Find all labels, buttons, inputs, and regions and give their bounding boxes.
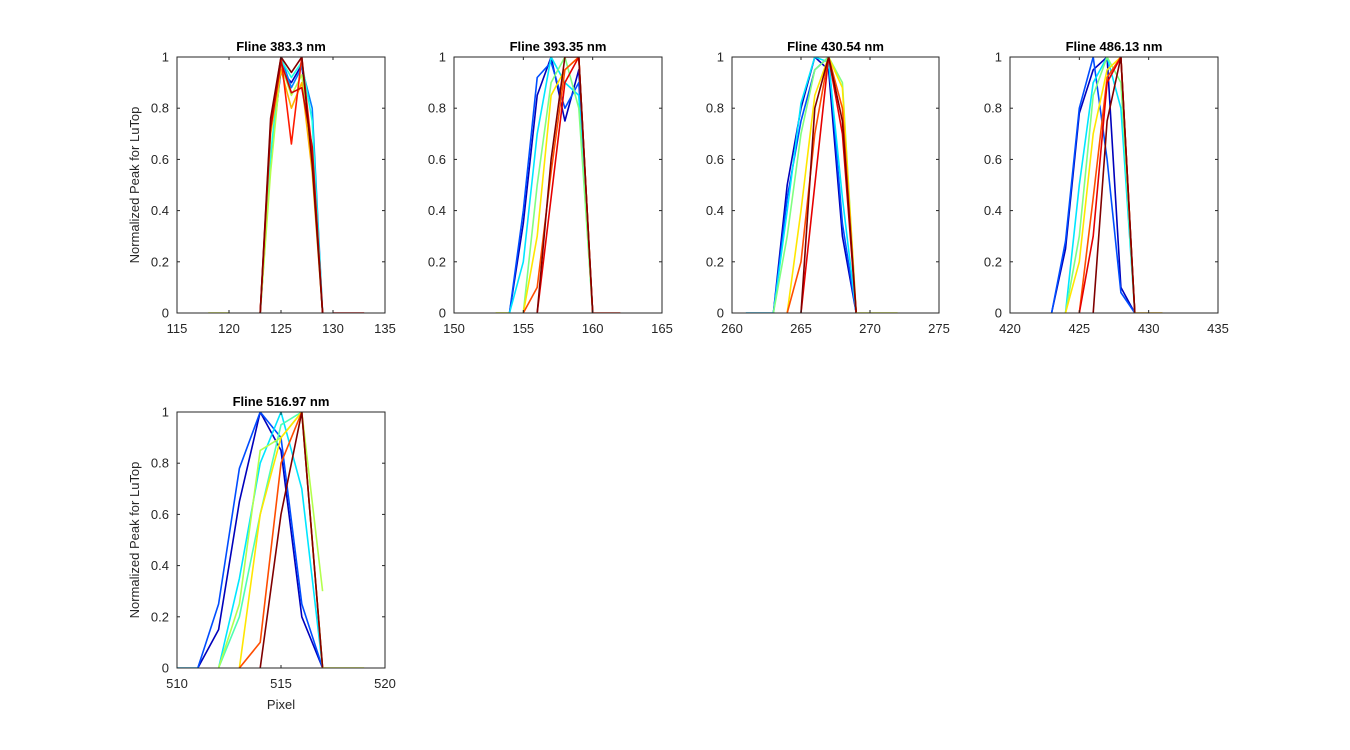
x-tick-label: 435 <box>1207 321 1229 336</box>
series-group <box>208 57 365 313</box>
chart-title: Fline 383.3 nm <box>236 39 326 54</box>
series-line <box>1064 57 1136 313</box>
series-line <box>522 57 594 313</box>
subplot-1: 115 120 125 130 135 0 0.2 0.4 0.6 0.8 1 Fline 383.3… <box>127 39 396 336</box>
plot-area <box>177 57 385 313</box>
series-line <box>772 57 857 313</box>
series-line <box>259 58 324 313</box>
y-tick-label: 0.8 <box>151 456 169 471</box>
series-line <box>772 57 857 313</box>
y-tick-label: 0 <box>995 306 1002 321</box>
x-axis-label: Pixel <box>267 697 295 712</box>
axes-box <box>731 56 940 314</box>
y-tick-label: 0.6 <box>984 152 1002 167</box>
series-line <box>508 61 594 313</box>
series-line <box>536 57 594 313</box>
axes-box <box>453 56 663 314</box>
y-tick-label: 0.8 <box>706 101 724 116</box>
series-line <box>259 412 324 668</box>
x-tick-label: 165 <box>651 321 673 336</box>
x-tick-label: 265 <box>790 321 812 336</box>
y-tick-label: 0 <box>162 661 169 676</box>
y-tick-label: 0.8 <box>984 101 1002 116</box>
x-tick-label: 270 <box>859 321 881 336</box>
x-tick-label: 130 <box>322 321 344 336</box>
y-tick-label: 0.4 <box>151 558 169 573</box>
x-tick-label: 425 <box>1068 321 1090 336</box>
y-tick-label: 0.4 <box>151 203 169 218</box>
y-tick-label: 0.4 <box>984 203 1002 218</box>
series-line <box>1092 57 1136 313</box>
series-group <box>1050 57 1163 313</box>
y-tick-label: 0.4 <box>428 203 446 218</box>
chart-title: Fline 430.54 nm <box>787 39 884 54</box>
subplot-4: 420 425 430 435 0 0.2 0.4 0.6 0.8 1 Fline 486.13 n… <box>984 39 1229 336</box>
y-tick-label: 0.2 <box>984 254 1002 269</box>
x-tick-label: 160 <box>582 321 604 336</box>
y-tick-label: 0 <box>717 306 724 321</box>
x-tick-label: 125 <box>270 321 292 336</box>
x-tick-label: 150 <box>443 321 465 336</box>
y-tick-label: 1 <box>717 50 724 65</box>
x-tick-label: 515 <box>270 676 292 691</box>
x-tick-label: 115 <box>167 321 188 336</box>
x-tick-label: 520 <box>374 676 396 691</box>
series-group <box>495 57 621 313</box>
y-tick-label: 0 <box>162 306 169 321</box>
series-line <box>259 57 324 313</box>
series-line <box>217 412 324 668</box>
series-line <box>197 412 324 668</box>
series-line <box>508 57 594 313</box>
y-axis-label: Normalized Peak for LuTop <box>127 462 142 619</box>
series-line <box>197 412 324 668</box>
plot-area <box>454 57 662 313</box>
y-tick-label: 1 <box>439 50 446 65</box>
series-line <box>1064 57 1136 313</box>
subplot-2: 150 155 160 165 0 0.2 0.4 0.6 0.8 1 Fline 393.35 n… <box>428 39 673 336</box>
series-line <box>800 57 857 313</box>
axes-box <box>1009 56 1219 314</box>
y-tick-label: 0.2 <box>706 254 724 269</box>
series-group <box>177 412 365 668</box>
y-tick-label: 0.2 <box>151 609 169 624</box>
x-tick-label: 260 <box>721 321 743 336</box>
series-group <box>745 57 898 313</box>
y-tick-label: 1 <box>995 50 1002 65</box>
series-line <box>217 412 324 668</box>
y-tick-label: 0.8 <box>151 101 169 116</box>
y-tick-label: 0.6 <box>428 152 446 167</box>
y-tick-label: 0.6 <box>151 152 169 167</box>
series-line <box>1050 57 1136 313</box>
y-tick-label: 0.6 <box>706 152 724 167</box>
y-tick-label: 0.8 <box>428 101 446 116</box>
x-tick-label: 430 <box>1138 321 1160 336</box>
x-tick-label: 155 <box>512 321 534 336</box>
y-tick-label: 0.6 <box>151 507 169 522</box>
y-axis-label: Normalized Peak for LuTop <box>127 107 142 264</box>
x-tick-label: 275 <box>928 321 950 336</box>
y-tick-label: 0.4 <box>706 203 724 218</box>
series-line <box>786 57 857 313</box>
series-line <box>772 57 857 313</box>
y-tick-label: 1 <box>162 50 169 65</box>
y-tick-label: 1 <box>162 405 169 420</box>
x-tick-label: 420 <box>999 321 1021 336</box>
y-tick-label: 0 <box>439 306 446 321</box>
y-tick-label: 0.2 <box>428 254 446 269</box>
x-tick-label: 135 <box>374 321 396 336</box>
y-tick-label: 0.2 <box>151 254 169 269</box>
subplot-3: 260 265 270 275 0 0.2 0.4 0.6 0.8 1 Fline 430.54 n… <box>706 39 950 336</box>
subplot-5: 510 515 520 0 0.2 0.4 0.6 0.8 1 Fline 516.97 nm No… <box>127 394 396 712</box>
chart-title: Fline 486.13 nm <box>1066 39 1163 54</box>
x-tick-label: 510 <box>166 676 188 691</box>
chart-title: Fline 393.35 nm <box>510 39 607 54</box>
x-tick-label: 120 <box>218 321 240 336</box>
chart-title: Fline 516.97 nm <box>233 394 330 409</box>
